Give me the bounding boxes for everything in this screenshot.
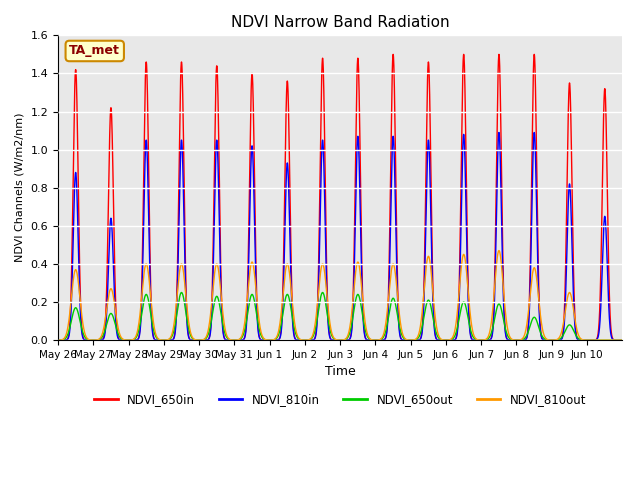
Text: TA_met: TA_met xyxy=(69,45,120,58)
X-axis label: Time: Time xyxy=(324,365,355,378)
Y-axis label: NDVI Channels (W/m2/nm): NDVI Channels (W/m2/nm) xyxy=(15,113,25,263)
Title: NDVI Narrow Band Radiation: NDVI Narrow Band Radiation xyxy=(231,15,449,30)
Legend: NDVI_650in, NDVI_810in, NDVI_650out, NDVI_810out: NDVI_650in, NDVI_810in, NDVI_650out, NDV… xyxy=(90,388,591,410)
